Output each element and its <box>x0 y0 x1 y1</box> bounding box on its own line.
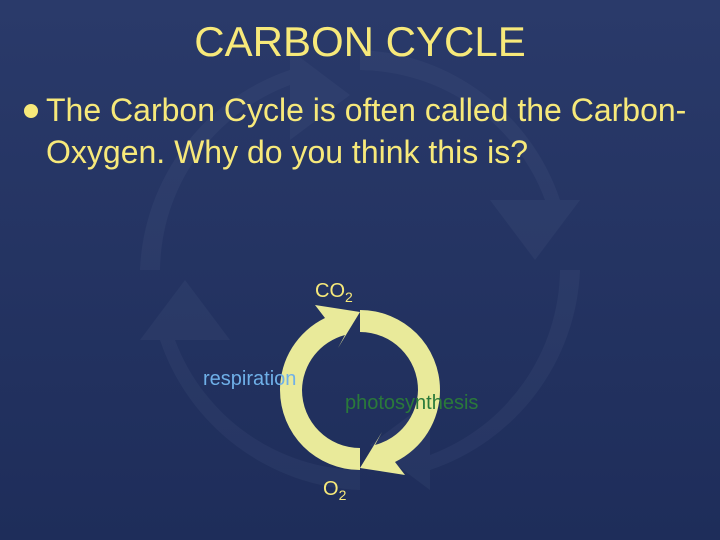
label-o2: O2 <box>323 478 346 503</box>
label-photosynthesis: photosynthesis <box>345 392 478 415</box>
co2-sub: 2 <box>345 289 353 305</box>
label-co2: CO2 <box>315 280 353 305</box>
bullet-icon <box>24 104 38 118</box>
o2-text: O <box>323 478 339 500</box>
body-paragraph: The Carbon Cycle is often called the Car… <box>0 66 720 173</box>
label-respiration: respiration <box>203 368 296 391</box>
slide-title: CARBON CYCLE <box>0 0 720 66</box>
o2-sub: 2 <box>339 487 347 503</box>
title-text: CARBON CYCLE <box>194 18 525 65</box>
co2-text: CO <box>315 280 345 302</box>
cycle-diagram: CO2 O2 respiration photosynthesis <box>195 280 525 520</box>
body-text: The Carbon Cycle is often called the Car… <box>46 92 686 170</box>
